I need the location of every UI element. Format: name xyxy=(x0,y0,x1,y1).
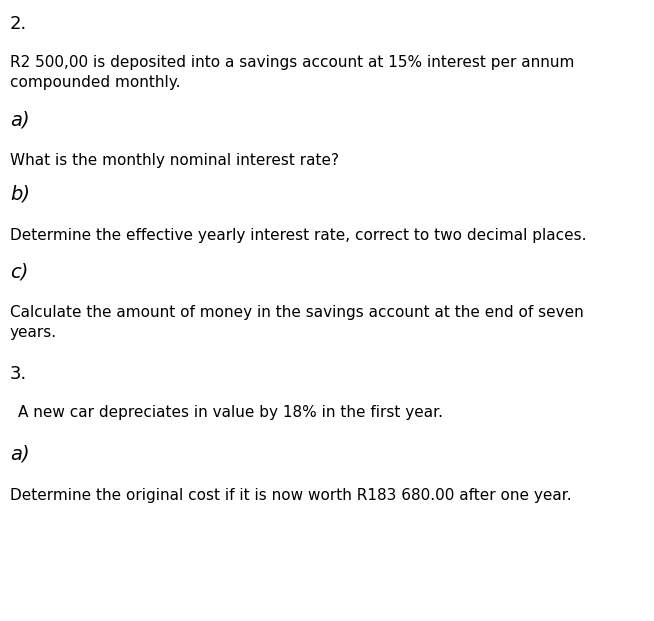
Text: compounded monthly.: compounded monthly. xyxy=(10,75,181,90)
Text: R2 500,00 is deposited into a savings account at 15% interest per annum: R2 500,00 is deposited into a savings ac… xyxy=(10,55,574,70)
Text: 2.: 2. xyxy=(10,15,27,33)
Text: a): a) xyxy=(10,445,29,464)
Text: Determine the effective yearly interest rate, correct to two decimal places.: Determine the effective yearly interest … xyxy=(10,228,587,243)
Text: A new car depreciates in value by 18% in the first year.: A new car depreciates in value by 18% in… xyxy=(18,405,443,420)
Text: 3.: 3. xyxy=(10,365,27,383)
Text: a): a) xyxy=(10,110,29,129)
Text: What is the monthly nominal interest rate?: What is the monthly nominal interest rat… xyxy=(10,153,339,168)
Text: b): b) xyxy=(10,185,30,204)
Text: Determine the original cost if it is now worth R183 680.00 after one year.: Determine the original cost if it is now… xyxy=(10,488,572,503)
Text: Calculate the amount of money in the savings account at the end of seven: Calculate the amount of money in the sav… xyxy=(10,305,584,320)
Text: years.: years. xyxy=(10,325,57,340)
Text: c): c) xyxy=(10,263,28,282)
